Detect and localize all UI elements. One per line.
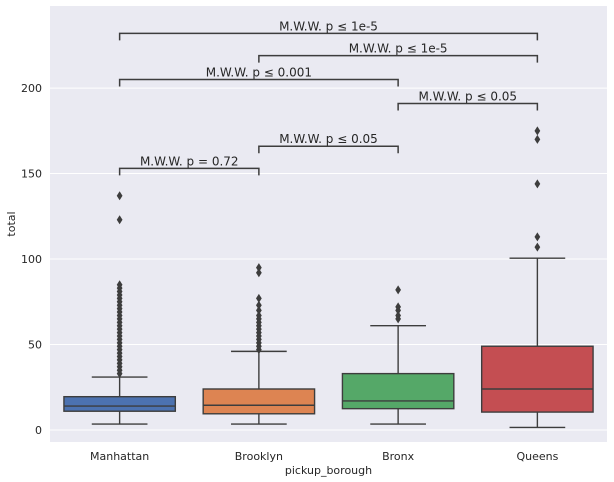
y-tick-label: 200: [21, 82, 42, 95]
bracket-line: [258, 54, 539, 63]
outlier-point: [534, 134, 541, 144]
box-bronx: [341, 285, 455, 425]
y-tick-label: 50: [28, 339, 42, 352]
outlier-point: [395, 285, 402, 295]
significance-bracket: M.W.W. p = 0.72: [118, 154, 260, 176]
outlier-point: [395, 310, 402, 320]
outlier-point: [255, 263, 262, 273]
bracket-line: [258, 145, 399, 154]
y-tick-label: 100: [21, 253, 42, 266]
bracket-line: [118, 32, 539, 41]
x-tick-labels: Manhattan Brooklyn Bronx Queens: [90, 450, 559, 463]
box-body: [63, 395, 177, 412]
bracket-label: M.W.W. p = 0.72: [140, 154, 239, 168]
outlier-point: [255, 300, 262, 310]
y-tick-label: 0: [35, 424, 42, 437]
bracket-line: [118, 167, 260, 176]
box-manhattan: [63, 191, 177, 425]
outlier-point: [255, 293, 262, 303]
box-series: [63, 126, 594, 429]
outlier-point: [116, 191, 123, 201]
outlier-point: [255, 310, 262, 320]
significance-annotations: M.W.W. p = 0.72 M.W.W. p ≤ 0.05 M.W.W. p ≤…: [118, 19, 539, 176]
significance-bracket: M.W.W. p ≤ 1e-5: [118, 19, 539, 41]
significance-bracket: M.W.W. p ≤ 1e-5: [258, 42, 539, 63]
bracket-line: [118, 78, 399, 87]
bracket-label: M.W.W. p ≤ 1e-5: [279, 19, 378, 33]
x-tick-label: Manhattan: [90, 450, 149, 463]
box-body: [341, 372, 455, 410]
bracket-label: M.W.W. p ≤ 0.001: [206, 66, 312, 80]
outlier-point: [255, 268, 262, 278]
bracket-label: M.W.W. p ≤ 1e-5: [349, 42, 448, 56]
significance-bracket: M.W.W. p ≤ 0.001: [118, 66, 399, 87]
outlier-point: [395, 302, 402, 312]
y-tick-label: 150: [21, 168, 42, 181]
outlier-point: [534, 179, 541, 189]
x-tick-label: Brooklyn: [235, 450, 283, 463]
x-axis-label: pickup_borough: [285, 464, 372, 477]
box-body: [480, 345, 594, 413]
outlier-point: [534, 242, 541, 252]
y-tick-labels: 0 50 100 150 200: [21, 82, 42, 437]
box-body: [202, 388, 316, 415]
outlier-point: [116, 280, 123, 290]
significance-bracket: M.W.W. p ≤ 0.05: [397, 89, 539, 111]
significance-bracket: M.W.W. p ≤ 0.05: [258, 132, 399, 154]
outlier-point: [255, 305, 262, 315]
bracket-label: M.W.W. p ≤ 0.05: [418, 89, 517, 103]
y-axis-label: total: [5, 211, 18, 236]
outlier-point: [534, 232, 541, 242]
x-tick-label: Bronx: [382, 450, 415, 463]
grid-lines: [50, 87, 607, 431]
bracket-line: [397, 102, 539, 111]
outlier-point: [534, 126, 541, 136]
bracket-label: M.W.W. p ≤ 0.05: [279, 132, 378, 146]
x-tick-label: Queens: [516, 450, 558, 463]
box-brooklyn: [202, 263, 316, 425]
outlier-point: [116, 215, 123, 225]
box-queens: [480, 126, 594, 429]
